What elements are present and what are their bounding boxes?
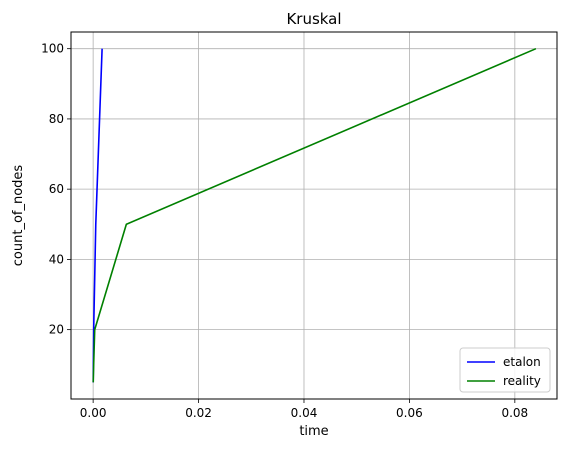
ticks: 0.00 0.02 0.04 0.06 0.08 20 40 60 80 100 — [41, 42, 528, 420]
series-layer — [92, 47, 537, 383]
y-tick-label: 60 — [49, 182, 64, 196]
x-tick-label: 0.08 — [501, 406, 528, 420]
x-tick-label: 0.02 — [185, 406, 212, 420]
legend: etalon reality — [459, 347, 551, 393]
y-tick-label: 40 — [49, 252, 64, 266]
chart-title: Kruskal — [286, 10, 341, 28]
x-tick-label: 0.00 — [80, 406, 107, 420]
plot-frame — [70, 31, 558, 400]
x-axis-title: time — [299, 424, 328, 439]
grid — [71, 32, 557, 399]
legend-label-reality: reality — [503, 374, 541, 388]
y-axis-title: count_of_nodes — [11, 165, 26, 267]
legend-label-etalon: etalon — [503, 355, 541, 369]
series-line-reality — [92, 47, 537, 383]
y-tick-label: 80 — [49, 112, 64, 126]
x-tick-label: 0.06 — [396, 406, 423, 420]
y-tick-label: 20 — [49, 323, 64, 337]
x-tick-label: 0.04 — [291, 406, 318, 420]
y-tick-label: 100 — [41, 42, 64, 56]
